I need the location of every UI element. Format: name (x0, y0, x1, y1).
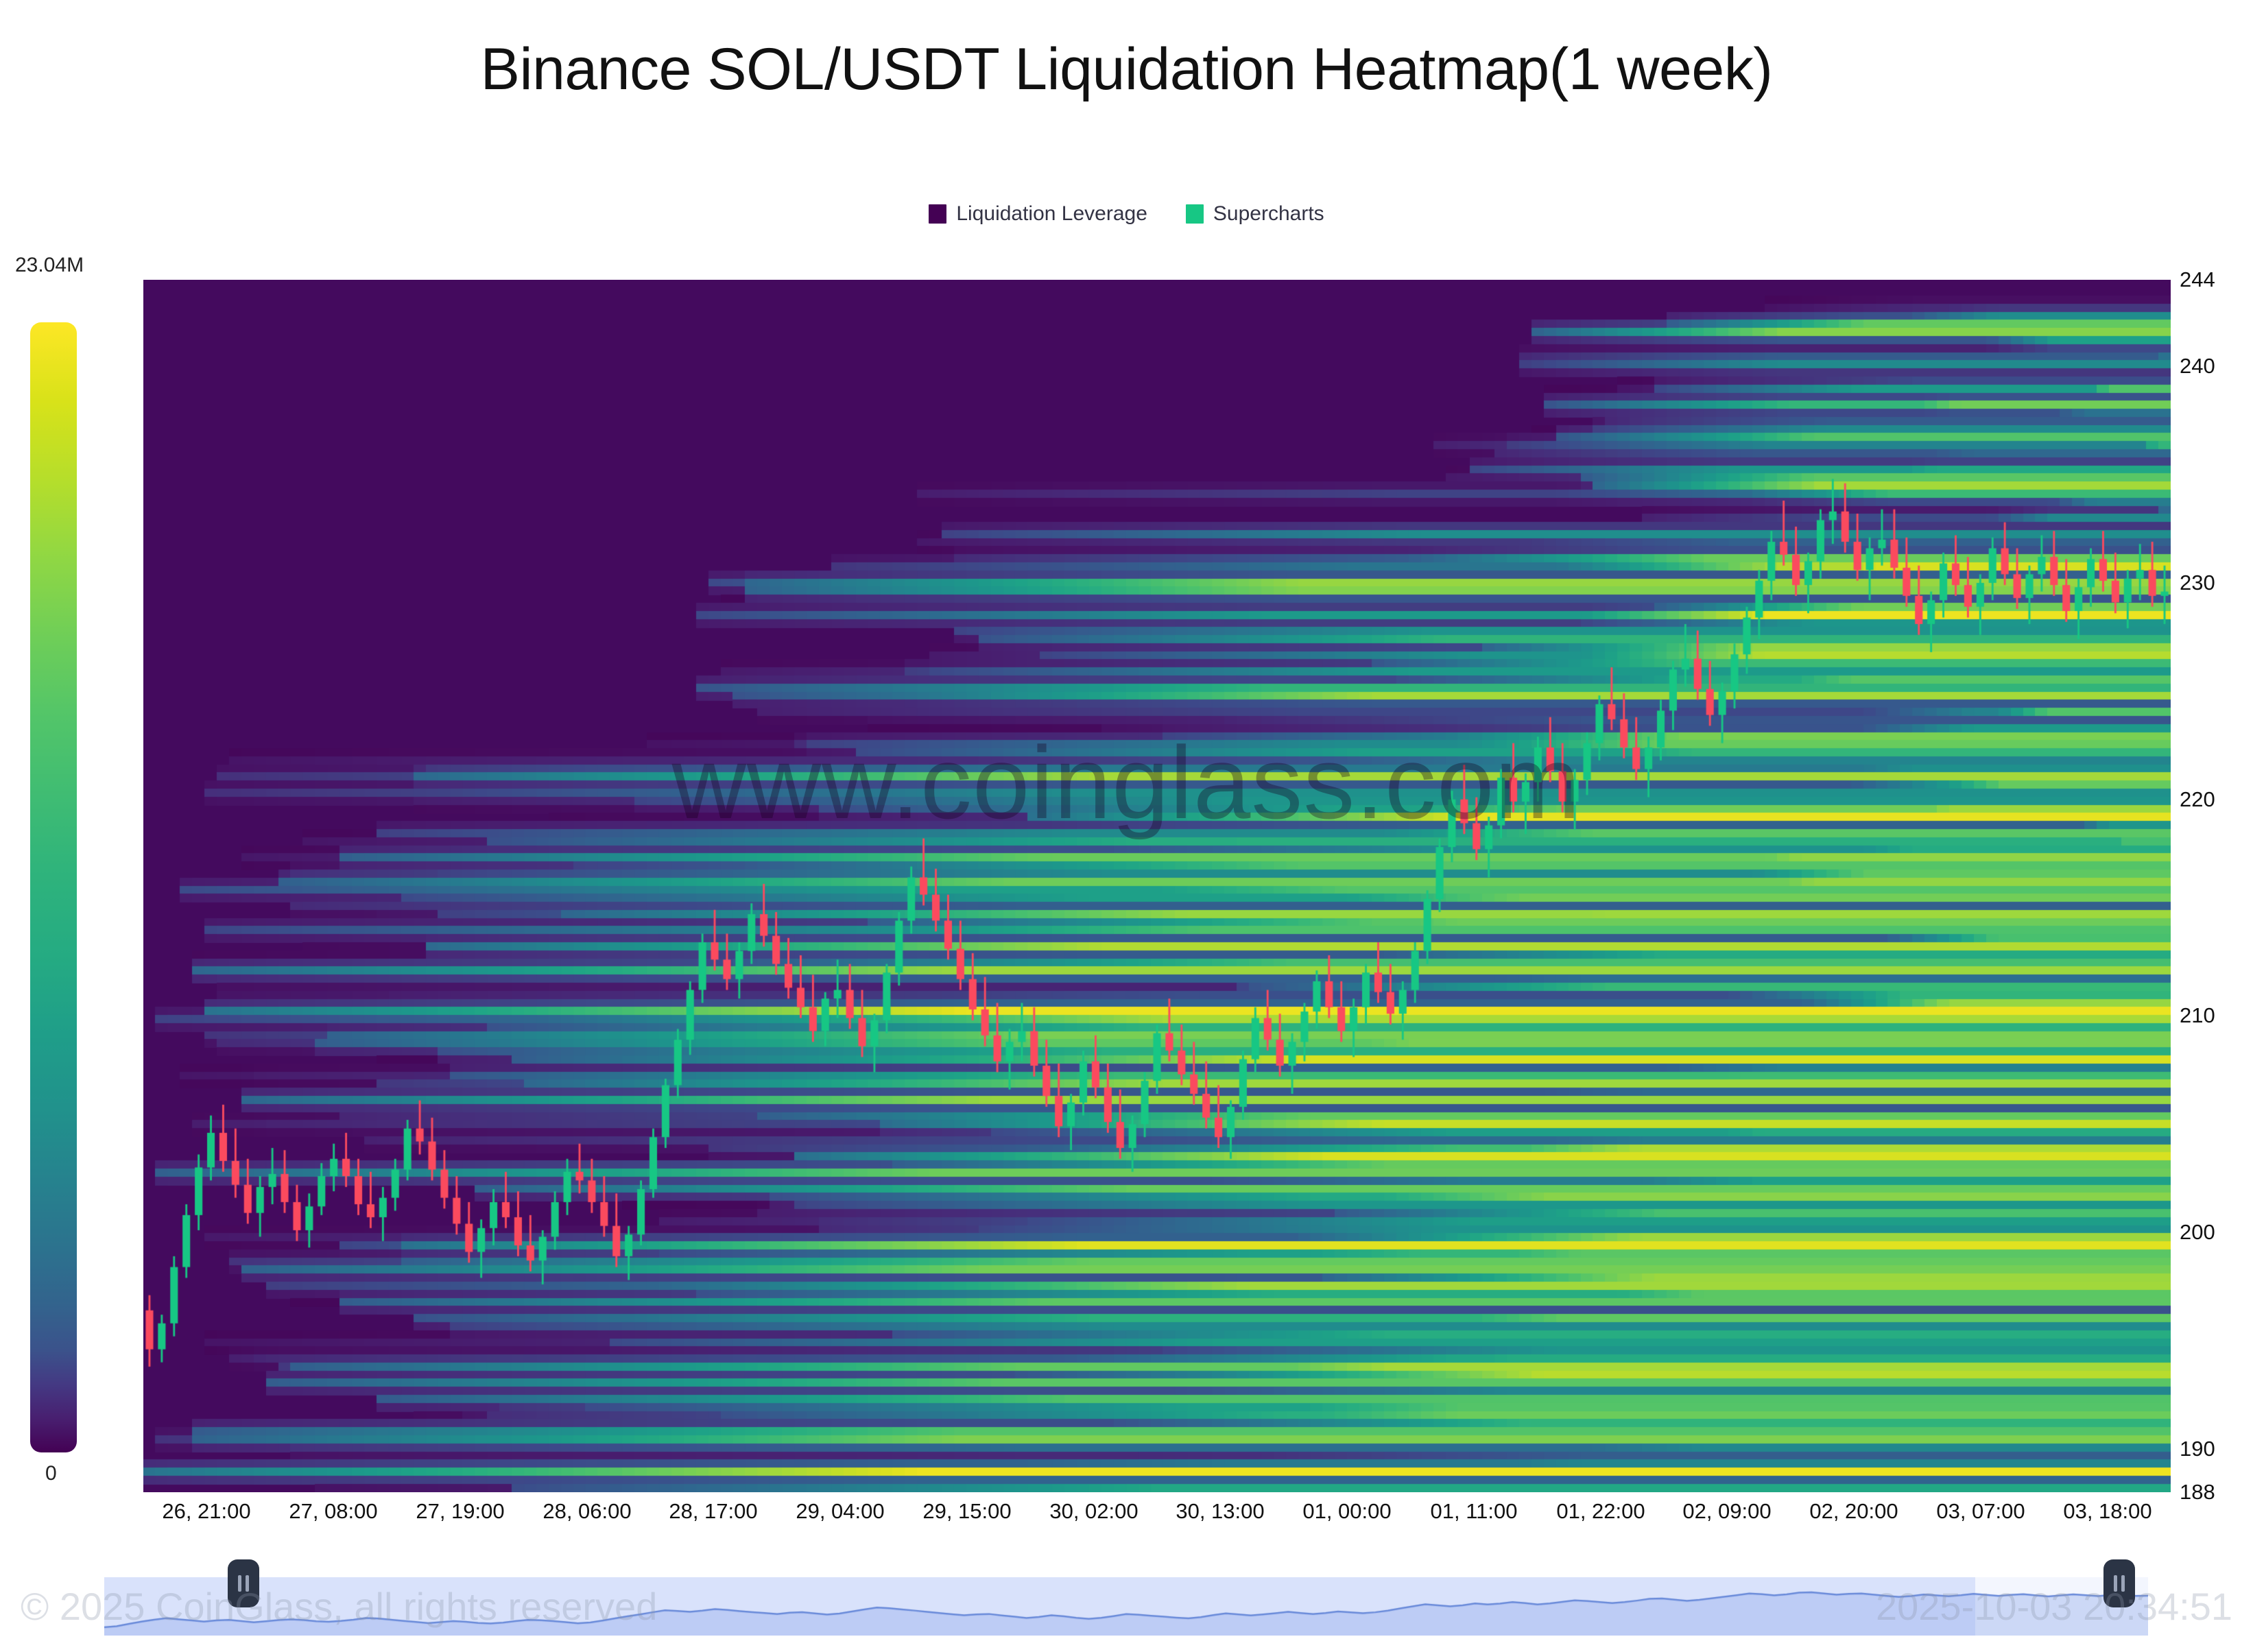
x-axis: 26, 21:00 27, 08:00 27, 19:00 28, 06:00 28, … (143, 1499, 2171, 1532)
y-axis-tick: 244 (2180, 267, 2215, 291)
colorbar-gradient (30, 322, 77, 1452)
legend-swatch-supercharts (1185, 204, 1204, 224)
x-axis-tick: 30, 02:00 (1049, 1499, 1139, 1523)
legend-swatch-liquidation-leverage (929, 204, 947, 224)
page-title: Binance SOL/USDT Liquidation Heatmap(1 w… (480, 36, 1773, 102)
range-handle-right[interactable] (2103, 1559, 2135, 1607)
y-axis-tick: 200 (2180, 1220, 2215, 1245)
x-axis-tick: 27, 08:00 (289, 1499, 378, 1523)
legend-label-liquidation-leverage: Liquidation Leverage (956, 202, 1147, 225)
x-axis-tick: 27, 19:00 (416, 1499, 505, 1523)
grip-bar (2121, 1575, 2125, 1592)
range-handle-left[interactable] (228, 1559, 259, 1607)
y-axis-tick: 230 (2180, 571, 2215, 595)
x-axis-tick: 28, 06:00 (543, 1499, 632, 1523)
y-axis-tick: 220 (2180, 787, 2215, 811)
range-sparkline (104, 1577, 2148, 1636)
colorbar-max-label: 23.04M (15, 254, 84, 276)
legend-label-supercharts: Supercharts (1213, 202, 1324, 225)
chart-legend: Liquidation Leverage Supercharts (0, 202, 2253, 226)
x-axis-tick: 02, 20:00 (1809, 1499, 1898, 1523)
legend-item-supercharts[interactable]: Supercharts (1185, 202, 1324, 226)
colorbar-min-label: 0 (45, 1462, 57, 1485)
grip-bar (2114, 1575, 2117, 1592)
heatmap-plot-area[interactable] (143, 280, 2171, 1492)
x-axis-tick: 26, 21:00 (162, 1499, 251, 1523)
x-axis-tick: 01, 22:00 (1556, 1499, 1645, 1523)
y-axis-tick: 240 (2180, 354, 2215, 379)
x-axis-tick: 30, 13:00 (1176, 1499, 1265, 1523)
y-axis: 244 240 230 220 210 200 190 188 (2180, 267, 2253, 1504)
y-axis-tick: 190 (2180, 1436, 2215, 1461)
x-axis-tick: 29, 15:00 (922, 1499, 1012, 1523)
grip-bar (238, 1575, 241, 1592)
legend-item-liquidation-leverage[interactable]: Liquidation Leverage (929, 202, 1147, 226)
x-axis-tick: 29, 04:00 (796, 1499, 885, 1523)
grip-bar (246, 1575, 249, 1592)
x-axis-tick: 02, 09:00 (1682, 1499, 1772, 1523)
x-axis-tick: 03, 18:00 (2063, 1499, 2152, 1523)
y-axis-tick: 210 (2180, 1003, 2215, 1028)
x-axis-tick: 01, 00:00 (1302, 1499, 1392, 1523)
x-axis-tick: 03, 07:00 (1936, 1499, 2025, 1523)
colorbar: 23.04M 0 (15, 254, 125, 1494)
y-axis-tick: 188 (2180, 1480, 2215, 1504)
x-axis-tick: 01, 11:00 (1430, 1499, 1518, 1523)
liquidation-heatmap-canvas[interactable] (143, 280, 2171, 1492)
x-axis-tick: 28, 17:00 (669, 1499, 758, 1523)
time-range-slider[interactable] (104, 1559, 2148, 1636)
